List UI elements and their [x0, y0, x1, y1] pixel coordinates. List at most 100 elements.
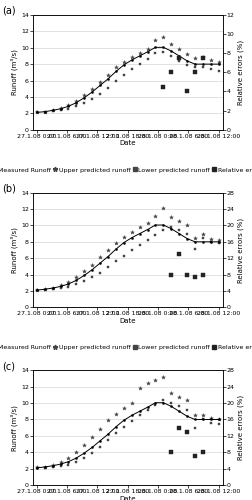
Point [208, 238, 212, 246]
Point [82, 277, 86, 285]
Point [113, 238, 117, 246]
Point [137, 241, 141, 249]
Point [145, 44, 149, 52]
Point [58, 462, 62, 470]
Point [129, 53, 133, 61]
Point [129, 65, 133, 73]
Point [208, 65, 212, 73]
X-axis label: Date: Date [119, 140, 136, 146]
Text: (b): (b) [3, 184, 16, 194]
Point [169, 68, 173, 76]
Point [216, 416, 220, 424]
Point [121, 233, 125, 241]
Point [106, 436, 110, 444]
Point [169, 448, 173, 456]
Point [208, 56, 212, 64]
Point [74, 273, 78, 281]
Point [90, 273, 94, 281]
Point [58, 284, 62, 292]
Point [74, 448, 78, 456]
Point [192, 452, 196, 460]
Point [200, 416, 204, 424]
Point [90, 260, 94, 268]
Point [90, 449, 94, 457]
Point [169, 213, 173, 221]
Legend: Measured Runoff, Upper predicted runoff, Lower predicted runoff, Relative errors: Measured Runoff, Upper predicted runoff,… [0, 167, 252, 172]
Point [113, 410, 117, 418]
X-axis label: Date: Date [119, 318, 136, 324]
Point [176, 226, 180, 234]
Point [145, 406, 149, 413]
Point [121, 404, 125, 412]
Point [153, 401, 157, 409]
Point [58, 106, 62, 114]
Y-axis label: Runoff (m³/s): Runoff (m³/s) [11, 50, 18, 96]
Point [74, 97, 78, 105]
Point [35, 108, 39, 116]
Point [66, 284, 70, 292]
Point [66, 101, 70, 109]
Point [35, 464, 39, 472]
Point [35, 108, 39, 116]
Point [169, 399, 173, 407]
Point [153, 48, 157, 56]
Point [208, 234, 212, 242]
Point [184, 270, 188, 278]
Point [161, 396, 165, 404]
Point [90, 94, 94, 102]
Point [192, 412, 196, 420]
Point [129, 246, 133, 254]
Point [137, 48, 141, 56]
Point [145, 236, 149, 244]
Point [121, 423, 125, 431]
Point [98, 424, 102, 432]
Point [200, 448, 204, 456]
Point [184, 230, 188, 237]
Point [145, 380, 149, 388]
Point [216, 240, 220, 248]
Point [153, 36, 157, 44]
Point [200, 62, 204, 70]
Y-axis label: Relative errors (%): Relative errors (%) [237, 218, 243, 282]
Point [161, 82, 165, 90]
Point [216, 420, 220, 428]
Point [106, 84, 110, 92]
Point [161, 226, 165, 234]
Point [98, 254, 102, 262]
Point [145, 55, 149, 63]
Point [50, 284, 54, 292]
Point [82, 454, 86, 462]
Point [106, 246, 110, 254]
Point [176, 250, 180, 258]
Point [184, 396, 188, 404]
Text: (c): (c) [3, 361, 15, 371]
Point [66, 454, 70, 462]
Point [90, 84, 94, 92]
Point [176, 54, 180, 62]
Point [82, 98, 86, 106]
Point [43, 286, 47, 294]
Point [35, 286, 39, 294]
Point [208, 414, 212, 422]
Point [169, 390, 173, 398]
Point [74, 458, 78, 466]
Point [192, 234, 196, 241]
Point [200, 54, 204, 62]
Text: (a): (a) [3, 6, 16, 16]
Y-axis label: Relative errors (%): Relative errors (%) [237, 40, 243, 105]
Point [58, 458, 62, 466]
Point [161, 48, 165, 56]
Point [66, 105, 70, 113]
Point [35, 464, 39, 471]
Point [192, 272, 196, 280]
Legend: Measured Runoff, Upper predicted runoff, Lower predicted runoff, Relative errors: Measured Runoff, Upper predicted runoff,… [0, 345, 252, 350]
Point [200, 412, 204, 420]
Point [129, 417, 133, 425]
Point [113, 430, 117, 438]
Point [106, 263, 110, 271]
Point [184, 406, 188, 413]
Point [35, 286, 39, 294]
Y-axis label: Runoff (m³/s): Runoff (m³/s) [11, 227, 18, 273]
Point [113, 78, 117, 86]
X-axis label: Date: Date [119, 496, 136, 500]
